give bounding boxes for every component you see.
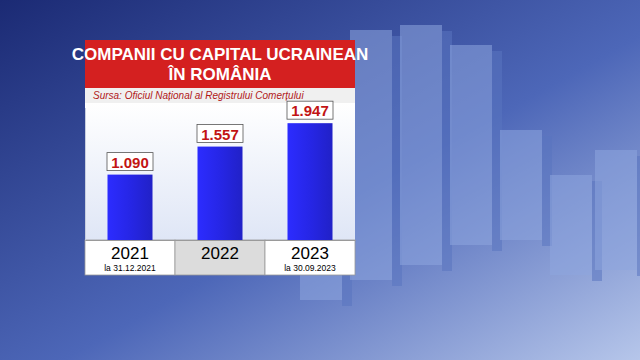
plot-panel [85,103,355,240]
x-tick: 2022 [201,240,239,263]
data-label: 1.090 [111,154,149,171]
x-tick-label: 2023 [291,244,329,263]
data-label: 1.947 [291,102,329,119]
x-tick: 2023 [291,240,329,263]
bar [288,123,333,240]
category-cell [85,240,175,275]
decoration-bar [350,30,392,280]
data-label: 1.557 [201,126,239,143]
bar [198,147,243,240]
decoration-bar-side [637,156,640,276]
data-label-box [197,125,243,143]
category-sublabel: la 30.09.2023 [284,263,336,273]
x-tick-label: 2021 [111,244,149,263]
title: COMPANII CU CAPITAL UCRAINEANÎN ROMÂNIA [72,45,369,84]
category-cell [175,240,265,275]
subtitle: Sursa: Oficiul Național al Registrului C… [93,90,304,101]
bars [108,123,333,240]
x-tick: 2021 [111,240,149,263]
x-axis-line [86,240,356,241]
decoration-bar [500,130,542,240]
subtitle-strip [85,88,355,103]
decoration-bar [450,45,492,245]
decoration-bar [595,150,637,270]
decoration-bar [400,25,442,265]
bar [108,175,153,240]
data-labels: 1.090 1.557 1.947 [107,101,333,170]
category-cell [265,240,355,275]
category-sublabel: la 31.12.2021 [104,263,156,273]
data-label-box [287,101,333,119]
y-axis-line [85,108,86,240]
x-tick-label: 2022 [201,244,239,263]
data-label-box [107,153,153,171]
x-axis: 2021 2022 2023 [86,240,356,263]
decoration-bar [550,175,592,275]
background [0,0,640,360]
